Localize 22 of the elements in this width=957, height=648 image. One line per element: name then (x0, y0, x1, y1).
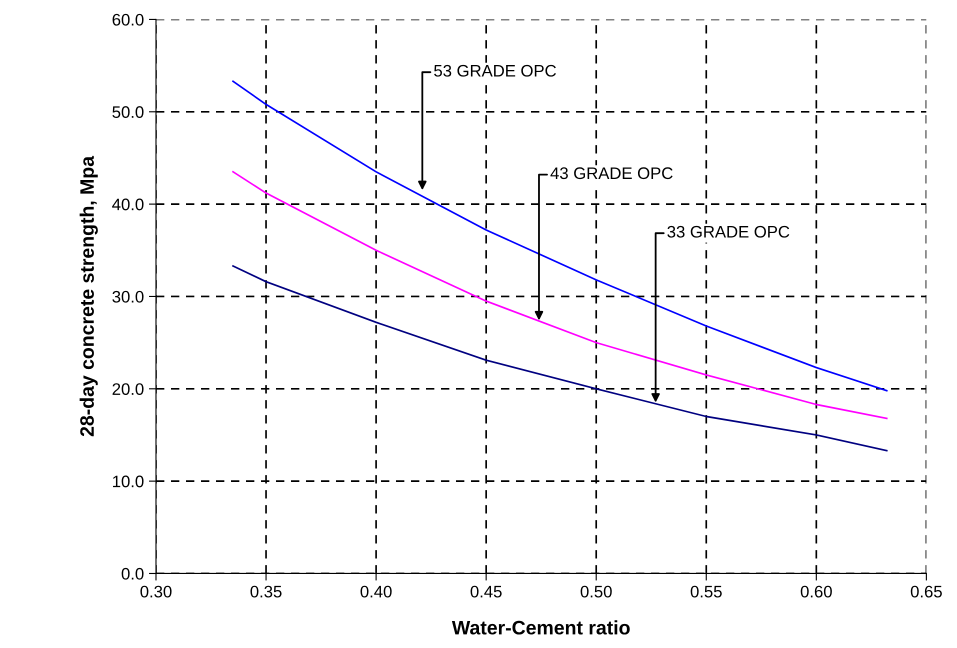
x-tick-label: 0.65 (910, 586, 942, 598)
y-tick-label: 30.0 (112, 290, 144, 303)
y-tick-label: 20.0 (112, 383, 144, 396)
x-axis-title: Water-Cement ratio (452, 620, 630, 635)
x-tick-label: 0.45 (470, 586, 502, 598)
y-tick-label: 50.0 (112, 106, 144, 118)
y-axis-title: 28-day concrete strength, Mpa (80, 156, 98, 436)
annotation: 43 GRADE OPC (550, 167, 673, 180)
x-tick-label: 0.35 (250, 586, 282, 598)
x-tick-label: 0.55 (690, 586, 722, 598)
line-series (232, 265, 888, 452)
x-tick-label: 0.50 (580, 586, 612, 598)
y-tick-label: 60.0 (112, 14, 144, 26)
x-tick-label: 0.30 (140, 586, 172, 598)
y-tick-label: 10.0 (113, 476, 144, 488)
x-tick-label: 0.40 (360, 586, 392, 598)
annotation: 53 GRADE OPC (434, 64, 556, 77)
line-series (232, 80, 888, 392)
x-tick-label: 0.60 (800, 586, 832, 598)
y-tick-label: 40.0 (112, 198, 144, 210)
y-tick-label: 0.0 (122, 568, 144, 580)
annotation: 33 GRADE OPC (667, 226, 790, 238)
